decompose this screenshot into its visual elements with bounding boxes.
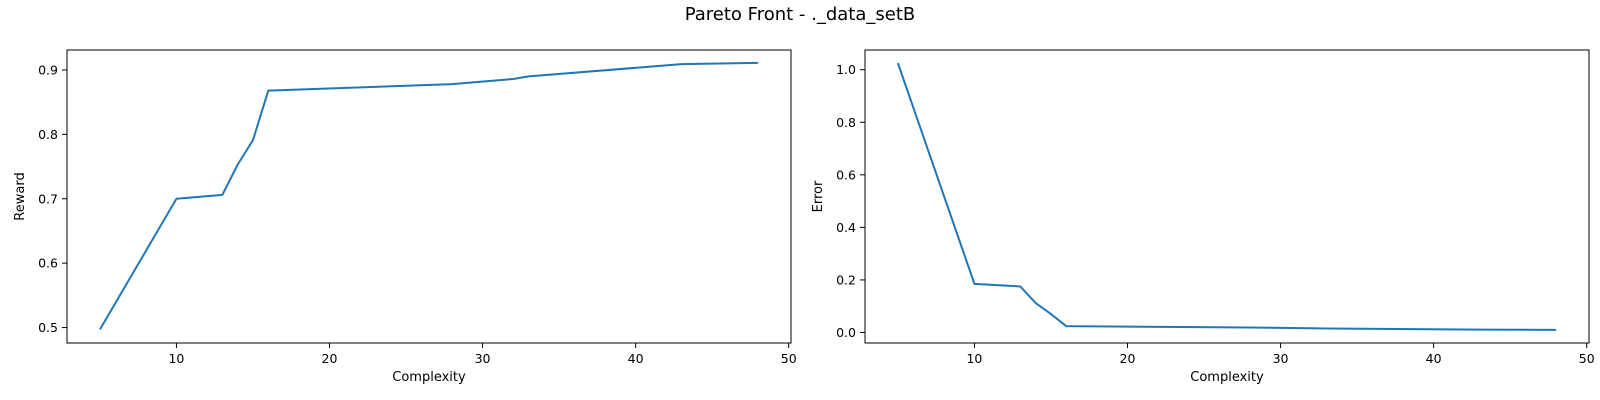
x-tick-label: 20: [1120, 351, 1136, 366]
y-tick-label: 0.5: [38, 320, 58, 335]
axes-frame: [66, 49, 792, 344]
y-tick-label: 1.0: [836, 62, 856, 77]
chart-panel-1: 10 20 30 40 50 0.5 0.6 0.7 0.8 0.9 Complexity Rewar…: [13, 49, 797, 385]
y-tick-label: 0.7: [38, 191, 58, 206]
chart-panel-2: 10 20 30 40 50 0.0 0.2 0.4 0.6 0.8 1.0 Complexity Er…: [811, 49, 1595, 385]
figure-title: Pareto Front - ._data_setB: [684, 4, 916, 25]
x-tick-label: 20: [322, 351, 338, 366]
y-tick-label: 0.8: [836, 115, 856, 130]
series-line-1: [99, 61, 759, 330]
axes-frame: [864, 49, 1590, 344]
x-tick-label: 40: [1426, 351, 1442, 366]
y-tick-label: 0.0: [836, 325, 856, 340]
x-tick-label: 30: [1273, 351, 1289, 366]
y-tick-label: 0.8: [38, 127, 58, 142]
x-tick-label: 50: [781, 351, 797, 366]
y-tick-label: 0.9: [38, 62, 58, 77]
x-tick-label: 50: [1579, 351, 1595, 366]
y-tick-label: 0.6: [836, 167, 856, 182]
x-axis-label: Complexity: [392, 370, 466, 385]
series-line-1: [896, 62, 1557, 331]
x-tick-label: 10: [966, 351, 982, 366]
y-tick-label: 0.2: [836, 272, 856, 287]
y-tick-label: 0.4: [836, 220, 856, 235]
x-axis-label: Complexity: [1190, 370, 1264, 385]
y-axis-label: Error: [811, 180, 826, 212]
y-tick-label: 0.6: [38, 256, 58, 271]
y-axis-label: Reward: [13, 172, 28, 220]
x-tick-label: 10: [168, 351, 184, 366]
x-tick-label: 30: [475, 351, 491, 366]
x-tick-label: 40: [628, 351, 644, 366]
